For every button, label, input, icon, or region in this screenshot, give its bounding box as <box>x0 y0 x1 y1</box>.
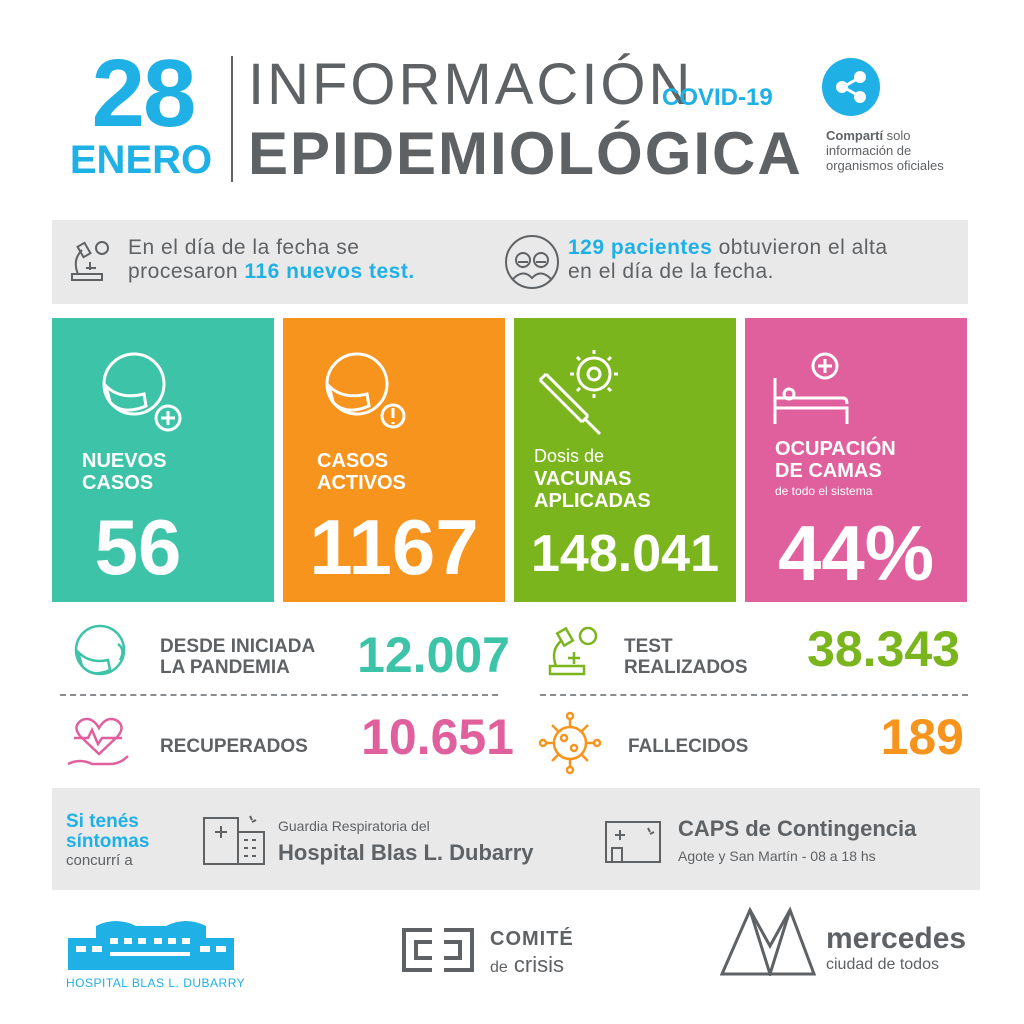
share-note: Compartí solo información de organismos … <box>826 128 976 173</box>
camas-label: OCUPACIÓN DE CAMAS <box>775 438 896 482</box>
fallecidos-value: 189 <box>880 709 964 765</box>
nuevos-label-1: NUEVOS <box>82 450 167 472</box>
hospital-logo <box>68 921 234 970</box>
fallecidos-label: FALLECIDOS <box>628 736 749 757</box>
share-line-2: información de <box>826 143 912 158</box>
recuperados-label: RECUPERADOS <box>160 736 308 757</box>
share-line-3: organismos oficiales <box>826 158 944 173</box>
activos-label-1: CASOS <box>317 450 389 472</box>
syringe-virus-icon <box>538 350 618 436</box>
tests-highlight: 116 nuevos test. <box>244 260 415 283</box>
masked-face-icon <box>74 624 126 676</box>
vacunas-value: 148.041 <box>531 525 719 583</box>
comite-line-2: de crisis <box>490 952 564 978</box>
card-nuevos-casos: NUEVOS CASOS 56 <box>52 318 274 602</box>
vacunas-label-2: APLICADAS <box>534 490 651 512</box>
card-ocupacion-camas: OCUPACIÓN DE CAMAS de todo el sistema 44… <box>745 318 967 602</box>
camas-value: 44% <box>777 509 935 597</box>
comite-logo-mark <box>402 928 474 972</box>
sint-line-2: síntomas <box>66 831 150 852</box>
nuevos-label: NUEVOS CASOS <box>82 450 166 494</box>
title-informacion: INFORMACIÓN <box>248 52 694 117</box>
doctors-icon <box>505 235 559 289</box>
pandemia-label-2: LA PANDEMIA <box>160 657 290 678</box>
mercedes-logo-mark <box>720 906 816 976</box>
heart-hand-icon <box>67 717 129 766</box>
date-day: 28 <box>91 40 197 147</box>
guardia-label: Guardia Respiratoria del <box>278 818 430 834</box>
date-month: ENERO <box>69 138 213 182</box>
pandemia-label-1: DESDE INICIADA <box>160 636 316 657</box>
sintomas-note: Si tenés síntomas concurrí a <box>66 811 150 870</box>
comite-line-1: COMITÉ <box>490 928 574 950</box>
alta-info: 129 pacientes obtuvieron el alta en el d… <box>568 236 948 284</box>
caps-sub: Agote y San Martín - 08 a 18 hs <box>678 848 876 864</box>
test-label-2: REALIZADOS <box>624 657 748 678</box>
tests-line-2-pre: procesaron <box>128 260 245 283</box>
concurri-line: concurrí a <box>66 852 133 869</box>
share-button[interactable] <box>822 58 880 116</box>
alta-line-2: en el día de la fecha. <box>568 260 774 283</box>
camas-label-1: OCUPACIÓN <box>775 438 896 460</box>
hospital-name: Hospital Blas L. Dubarry <box>278 840 534 865</box>
tests-line-1: En el día de la fecha se <box>128 236 360 259</box>
recuperados-value: 10.651 <box>361 709 514 765</box>
caps-title: CAPS de Contingencia <box>678 816 917 841</box>
activos-label: CASOS ACTIVOS <box>317 450 406 494</box>
comite-crisis: crisis <box>513 952 565 977</box>
title-epidemiologica: EPIDEMIOLÓGICA <box>248 120 803 187</box>
vacunas-label: VACUNAS APLICADAS <box>534 468 651 512</box>
hospital-bed-icon <box>773 352 849 424</box>
header-divider <box>231 56 233 182</box>
divider-right <box>540 694 968 696</box>
alta-rest: obtuvieron el alta <box>712 236 888 259</box>
camas-sub: de todo el sistema <box>775 484 873 498</box>
hospital-logo-text: HOSPITAL BLAS L. DUBARRY <box>66 976 246 990</box>
camas-label-2: DE CAMAS <box>775 460 882 482</box>
microscope-icon <box>71 241 109 281</box>
activos-value: 1167 <box>309 503 479 591</box>
share-icon <box>836 71 866 103</box>
test-label: TEST REALIZADOS <box>624 636 748 678</box>
contact-band <box>52 788 980 890</box>
hospital-building-icon <box>203 815 265 865</box>
mercedes-wordmark: mercedes <box>826 922 967 955</box>
activos-label-2: ACTIVOS <box>317 472 406 494</box>
mercedes-tagline: ciudad de todos <box>826 956 939 973</box>
clinic-building-icon <box>605 821 661 863</box>
vacunas-pre: Dosis de <box>534 446 605 466</box>
card-vacunas: Dosis de VACUNAS APLICADAS 148.041 <box>514 318 736 602</box>
virus-icon <box>538 711 602 775</box>
masked-face-plus-icon <box>102 352 182 432</box>
nuevos-value: 56 <box>94 503 182 591</box>
test-label-1: TEST <box>624 636 673 657</box>
tests-info: En el día de la fecha se procesaron 116 … <box>128 236 488 284</box>
divider-left <box>60 694 498 696</box>
share-bold: Compartí <box>826 128 884 143</box>
info-band <box>52 220 968 304</box>
nuevos-label-2: CASOS <box>82 472 154 494</box>
card-casos-activos: CASOS ACTIVOS 1167 <box>283 318 505 602</box>
comite-de: de <box>490 959 508 976</box>
microscope-small-icon <box>548 626 598 676</box>
test-value: 38.343 <box>807 621 960 677</box>
pandemia-value: 12.007 <box>357 627 510 683</box>
title-covid-tag: COVID-19 <box>662 84 773 111</box>
masked-face-alert-icon <box>325 352 406 429</box>
alta-highlight: 129 pacientes <box>568 236 713 259</box>
share-rest: solo <box>883 128 911 143</box>
vacunas-label-1: VACUNAS <box>534 468 632 490</box>
sint-line-1: Si tenés <box>66 811 139 832</box>
pandemia-label: DESDE INICIADA LA PANDEMIA <box>160 636 315 678</box>
